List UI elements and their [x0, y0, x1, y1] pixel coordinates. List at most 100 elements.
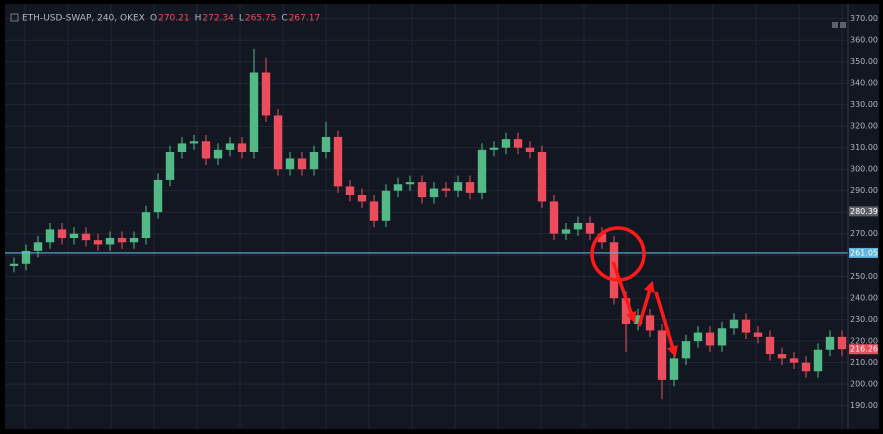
candle-body [189, 141, 199, 144]
candle-body [729, 319, 739, 329]
legend-key: C [281, 14, 287, 24]
candle-body [213, 149, 223, 159]
candle-body [741, 319, 751, 333]
candle-body [357, 195, 367, 202]
y-tick-label: 300.00 [850, 165, 878, 174]
arrow-up [637, 280, 655, 327]
candle-body [813, 349, 823, 372]
price-label-box [849, 206, 878, 217]
price-axis: 190.00 200.00 210.00 220.00 230.00 240.00 250.… [849, 14, 878, 410]
candle-body [261, 72, 271, 116]
candle-body [69, 233, 79, 238]
candle-body [465, 182, 475, 193]
annotations [590, 226, 678, 358]
y-tick-label: 190.00 [850, 401, 878, 410]
candle-body [645, 315, 655, 331]
y-tick-label: 370.00 [850, 14, 878, 23]
candle-body [693, 332, 703, 342]
candle-body [81, 233, 91, 241]
y-tick-label: 230.00 [850, 315, 878, 324]
candle-body [153, 179, 163, 213]
candle-body [609, 242, 619, 299]
candle-body [681, 341, 691, 359]
candle-body [165, 152, 175, 180]
y-tick-label: 360.00 [850, 36, 878, 45]
candle-body [237, 143, 247, 153]
symbol-title: ETH-USD-SWAP, 240, OKEX [22, 14, 145, 24]
arrow-down [654, 291, 678, 358]
arrow-down [611, 261, 637, 324]
candle-body [561, 229, 571, 234]
y-tick-label: 250.00 [850, 272, 878, 281]
candle-body [753, 332, 763, 337]
y-tick-label: 240.00 [850, 294, 878, 303]
toolbar-icons [832, 22, 846, 28]
y-tick-label: 220.00 [850, 337, 878, 346]
price-label: 280.39 [850, 207, 878, 216]
candle-body [405, 182, 415, 185]
candle-body [201, 141, 211, 159]
candle-body [273, 115, 283, 170]
icon[interactable] [832, 22, 838, 28]
candle-body [777, 354, 787, 359]
candle-body [585, 222, 595, 234]
candle-body [789, 358, 799, 363]
candle-body [57, 229, 67, 238]
candle-body [369, 201, 379, 221]
candle-body [297, 158, 307, 170]
candle-body [309, 152, 319, 170]
collapse-icon[interactable] [10, 13, 19, 22]
candle-body [657, 330, 667, 380]
candle-body [129, 237, 139, 243]
candles [5, 48, 848, 400]
candle-body [705, 332, 715, 346]
candle-body [837, 336, 847, 350]
candle-body [393, 184, 403, 191]
legend-value: 267.17 [289, 14, 321, 24]
legend-key: L [239, 14, 244, 24]
candle-body [501, 139, 511, 148]
candle-body [633, 315, 643, 324]
candle-body [489, 147, 499, 150]
legend-value: 270.21 [158, 14, 190, 24]
candle-body [9, 263, 19, 266]
candle-body [477, 149, 487, 193]
candle-body [513, 139, 523, 148]
candle-body [801, 362, 811, 372]
candle-body [321, 136, 331, 153]
y-tick-label: 210.00 [850, 358, 878, 367]
candle-body [21, 250, 31, 264]
candle-body [537, 152, 547, 202]
candle-body [45, 229, 55, 243]
y-tick-label: 320.00 [850, 122, 878, 131]
candle-body [429, 188, 439, 198]
chart-background [5, 4, 879, 429]
candle-body [417, 182, 427, 198]
price-label-box [849, 344, 878, 355]
candle-body [765, 336, 775, 355]
y-tick-label: 200.00 [850, 380, 878, 389]
header: ETH-USD-SWAP, 240, OKEX O 270.21 H 272.34 L 2… [10, 13, 321, 24]
candle-body [525, 147, 535, 153]
candle-body [285, 158, 295, 170]
candle-body [225, 143, 235, 150]
candle-body [441, 188, 451, 191]
price-label: 261.05 [850, 248, 878, 257]
grid [5, 4, 848, 429]
y-tick-label: 350.00 [850, 57, 878, 66]
icon[interactable] [840, 22, 846, 28]
candle-body [597, 233, 607, 243]
legend-value: 265.75 [245, 14, 277, 24]
candle-body [345, 186, 355, 196]
price-label-box [849, 247, 878, 258]
legend-key: H [195, 14, 202, 24]
candle-body [33, 242, 43, 251]
price-label: 216.26 [850, 345, 878, 354]
y-tick-label: 290.00 [850, 186, 878, 195]
candle-body [669, 358, 679, 380]
legend-value: 272.34 [202, 14, 234, 24]
candle-body [333, 136, 343, 187]
candle-body [825, 336, 835, 350]
candle-body [549, 201, 559, 234]
